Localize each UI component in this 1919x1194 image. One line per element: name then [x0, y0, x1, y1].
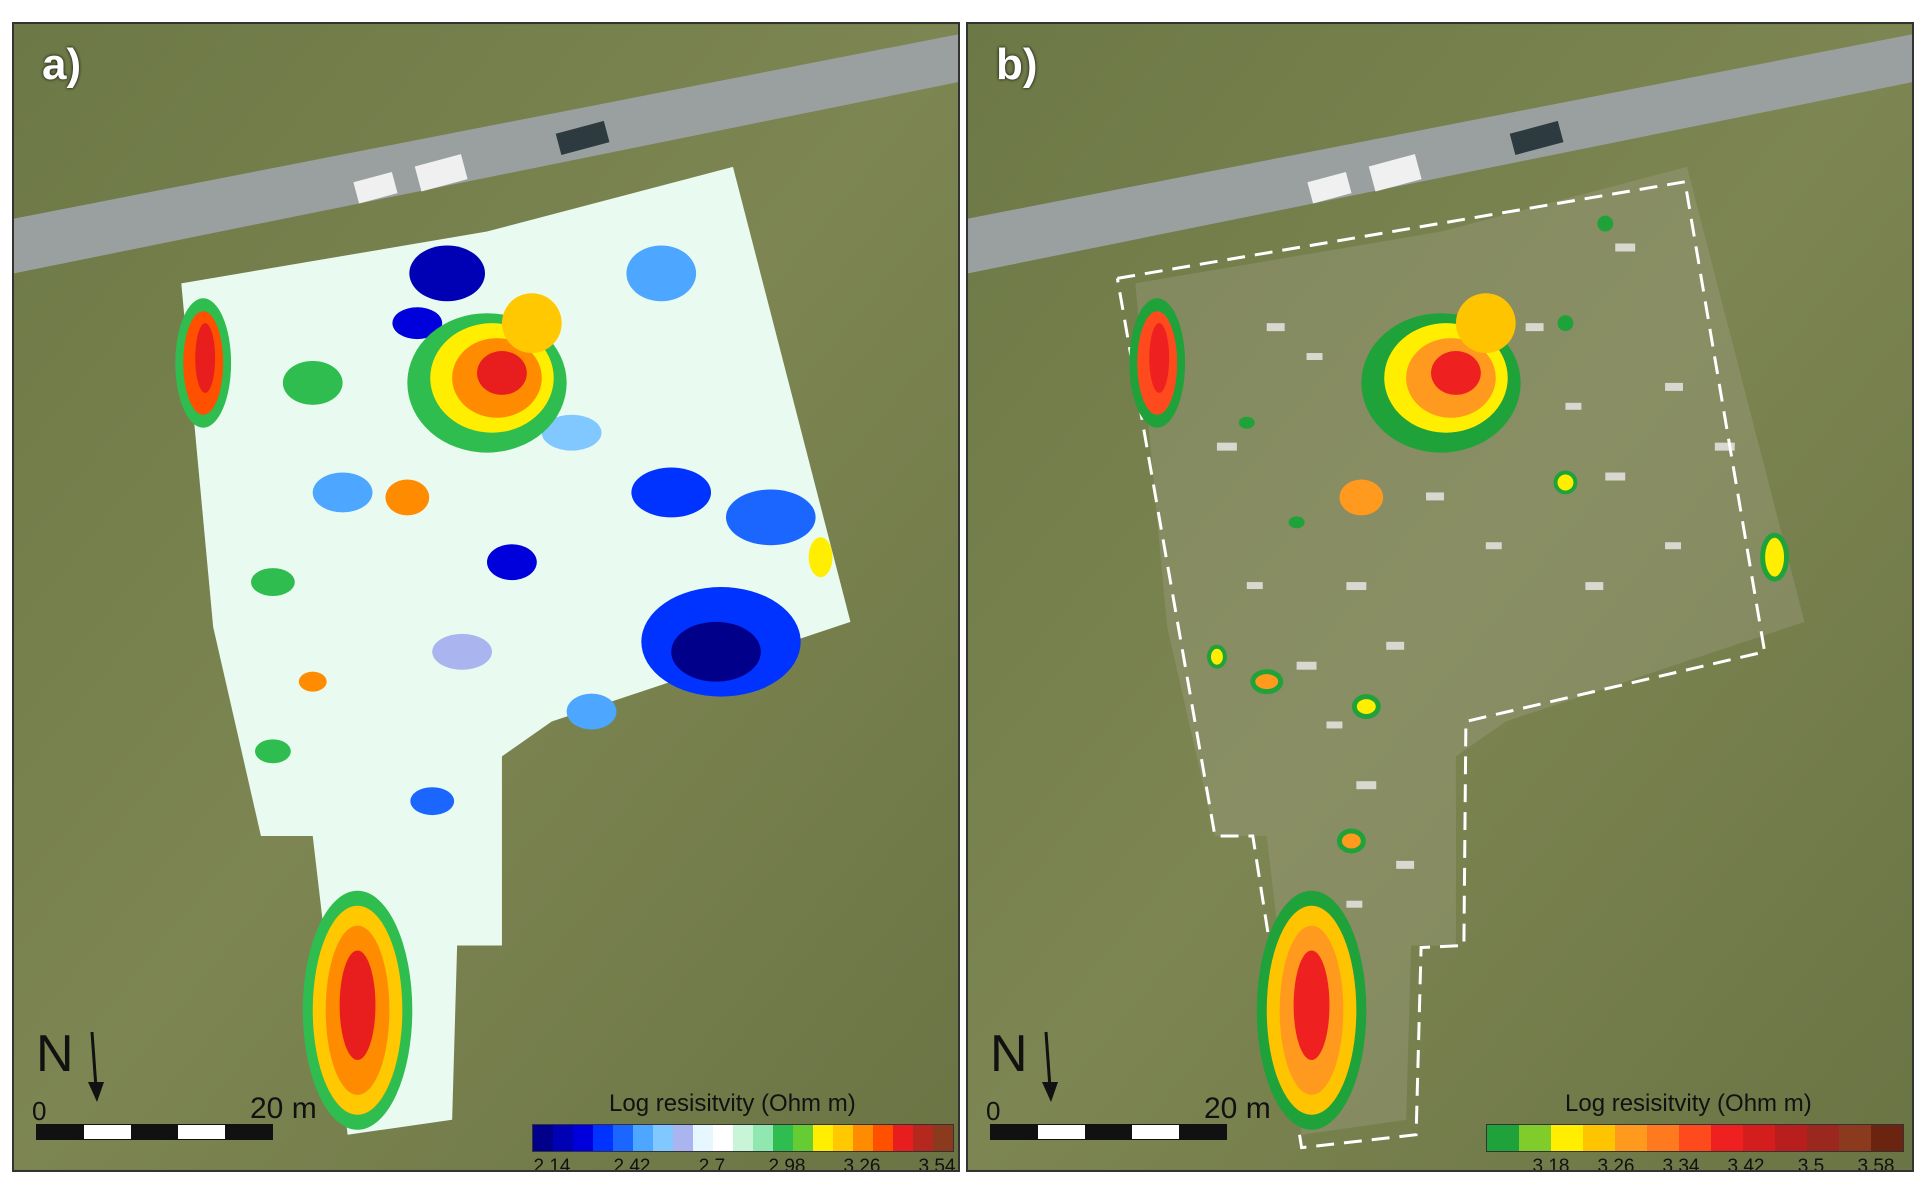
- legend-swatch-a-16: [833, 1125, 853, 1151]
- aerial-map-b: [968, 24, 1912, 1170]
- legend-swatch-b-1: [1487, 1125, 1519, 1151]
- legend-swatch-a-18: [873, 1125, 893, 1151]
- legend-swatch-a-17: [853, 1125, 873, 1151]
- panel-label-a: a): [42, 40, 82, 89]
- vehicle-white-2: [1368, 154, 1422, 192]
- legend-tick-a-4: 2.98: [768, 1156, 806, 1172]
- north-label-a: N: [36, 1025, 74, 1083]
- road: [14, 34, 958, 274]
- legend-swatch-a-12: [753, 1125, 773, 1151]
- scale-start-b: 0: [986, 1096, 1001, 1126]
- north-label-b: N: [990, 1025, 1028, 1083]
- survey-boundary: [1115, 180, 1767, 1150]
- legend-swatch-a-19: [893, 1125, 913, 1151]
- legend-swatch-a-4: [593, 1125, 613, 1151]
- legend-swatch-a-8: [673, 1125, 693, 1151]
- vehicle-white-1: [1307, 171, 1352, 204]
- legend-tick-b-6: 3.58: [1857, 1156, 1895, 1172]
- legend-tick-b-2: 3.26: [1597, 1156, 1635, 1172]
- legend-swatch-a-10: [713, 1125, 733, 1151]
- legend-swatch-a-11: [733, 1125, 753, 1151]
- legend-title-a: Log resisitvity (Ohm m): [609, 1090, 856, 1117]
- legend-swatch-b-10: [1775, 1125, 1807, 1151]
- legend-swatch-b-6: [1647, 1125, 1679, 1151]
- legend-ticks-b: 3.18 3.26 3.34 3.42 3.5 3.58: [1486, 1156, 1902, 1172]
- legend-swatch-b-11: [1807, 1125, 1839, 1151]
- legend-swatch-a-20: [913, 1125, 933, 1151]
- resistivity-map-b: [1129, 215, 1790, 1130]
- vehicle-dark: [1509, 120, 1564, 155]
- legend-tick-b-1: 3.18: [1532, 1156, 1570, 1172]
- vehicle-white-2: [414, 154, 468, 192]
- legend-swatch-b-3: [1551, 1125, 1583, 1151]
- legend-swatch-b-7: [1679, 1125, 1711, 1151]
- legend-swatch-a-13: [773, 1125, 793, 1151]
- legend-tick-b-3: 3.34: [1662, 1156, 1700, 1172]
- vehicle-dark: [555, 120, 610, 155]
- vehicle-white-1: [353, 171, 398, 204]
- legend-swatch-a-7: [653, 1125, 673, 1151]
- legend-swatch-a-9: [693, 1125, 713, 1151]
- scale-bar-b: [990, 1124, 1227, 1140]
- legend-swatch-b-2: [1519, 1125, 1551, 1151]
- panel-a: a) N 0 20 m Log resisitvity (Ohm m) 2.14…: [12, 22, 960, 1172]
- panel-label-b: b): [996, 40, 1038, 89]
- legend-swatch-a-15: [813, 1125, 833, 1151]
- legend-colorbar-b: [1486, 1124, 1904, 1152]
- legend-swatch-a-1: [533, 1125, 553, 1151]
- north-arrow-icon: [1042, 1031, 1058, 1102]
- legend-tick-a-3: 2.7: [698, 1156, 726, 1172]
- resistivity-map-a: [175, 166, 851, 1135]
- legend-swatch-b-4: [1583, 1125, 1615, 1151]
- scale-end-a: 20 m: [250, 1092, 317, 1125]
- road: [968, 34, 1912, 274]
- legend-swatch-a-5: [613, 1125, 633, 1151]
- legend-swatch-a-21: [933, 1125, 953, 1151]
- scale-end-b: 20 m: [1204, 1092, 1271, 1125]
- legend-title-b: Log resisitvity (Ohm m): [1565, 1090, 1812, 1117]
- legend-tick-b-4: 3.42: [1727, 1156, 1765, 1172]
- legend-tick-a-1: 2.14: [533, 1156, 571, 1172]
- legend-colorbar-a: [532, 1124, 954, 1152]
- legend-ticks-a: 2.14 2.42 2.7 2.98 3.26 3.54: [532, 1156, 956, 1172]
- legend-swatch-a-14: [793, 1125, 813, 1151]
- scale-start-a: 0: [32, 1096, 47, 1126]
- aerial-map-a: [14, 24, 958, 1170]
- legend-tick-a-6: 3.54: [918, 1156, 956, 1172]
- legend-swatch-a-3: [573, 1125, 593, 1151]
- legend-swatch-b-12: [1839, 1125, 1871, 1151]
- north-arrow-icon: [88, 1031, 104, 1102]
- legend-swatch-b-13: [1871, 1125, 1903, 1151]
- legend-swatch-b-8: [1711, 1125, 1743, 1151]
- legend-tick-b-5: 3.5: [1797, 1156, 1825, 1172]
- legend-swatch-b-9: [1743, 1125, 1775, 1151]
- scale-bar-a: [36, 1124, 273, 1140]
- legend-swatch-b-5: [1615, 1125, 1647, 1151]
- legend-tick-a-2: 2.42: [613, 1156, 651, 1172]
- panel-b: b) N 0 20 m Log resisitvity (Ohm m) 3.18…: [966, 22, 1914, 1172]
- legend-tick-a-5: 3.26: [843, 1156, 881, 1172]
- legend-swatch-a-2: [553, 1125, 573, 1151]
- legend-swatch-a-6: [633, 1125, 653, 1151]
- stones: [1216, 243, 1735, 908]
